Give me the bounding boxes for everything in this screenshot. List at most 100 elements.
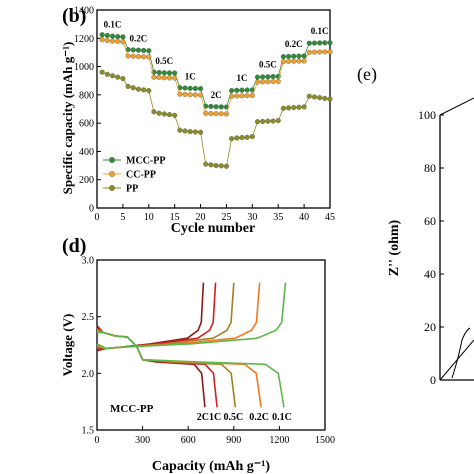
panel-d-rate-label: 0.5C [223,412,243,423]
panel-b-data-point [156,110,162,116]
panel-b-data-point [286,58,292,64]
panel-e-y-ticks: 0 20 40 60 80 100 [418,108,444,387]
panel-b-data-point [203,110,209,116]
panel-b-data-point [229,136,235,142]
panel-b-data-point [244,87,250,93]
panel-b-data-point [151,74,157,80]
panel-b-y-tick-label: 1000 [74,62,94,73]
panel-b-data-point [254,74,261,80]
panel-d-rate-label: 2C [197,412,209,423]
panel-b-data-point [244,93,250,99]
panel-b-data-point [182,128,188,134]
panel-d-y-tick-label: 1.5 [82,426,95,437]
panel-d-x-tick-label: 900 [226,435,241,446]
panel-b-data-point [172,75,178,81]
panel-b-data-point [275,78,281,84]
panel-b-y-tick-label: 1200 [74,34,94,45]
panel-b-x-tick-label: 25 [221,212,231,223]
panel-b-rate-label: 2C [211,90,222,100]
panel-b-data-point [260,74,266,80]
panel-b-data-point [239,135,245,141]
panel-b-x-tick-label: 20 [196,212,206,223]
panel-d-y-ticks: 1.5 2.0 2.5 3.0 [82,256,101,437]
panel-b-data-point [265,74,271,80]
panel-b-legend-swatch-marker [109,171,115,177]
panel-b-legend: MCC-PP CC-PP PP [103,156,165,195]
panel-d-sample-annotation: MCC-PP [110,403,154,415]
panel-b-data-point [120,39,126,45]
panel-b-data-point [99,32,105,38]
panel-b-data-point [254,119,261,125]
panel-d-x-tick-label: 0 [95,435,100,446]
panel-b-data-point [317,49,323,55]
panel-b-data-point [234,93,240,99]
panel-b-data-point [198,129,204,135]
panel-b-data-point [286,53,292,59]
panel-b-data-point [229,88,235,94]
panel-b-data-point [234,87,240,93]
panel-d-x-tick-label: 600 [181,435,196,446]
panel-b-data-point [296,104,302,110]
panel-b-data-point [141,87,147,93]
panel-b-data-point [166,70,173,76]
panel-b-data-point [198,92,204,98]
panel-b-legend-swatch-marker [109,157,115,163]
panel-b-data-point [187,129,193,135]
panel-b-data-point [213,104,219,110]
panel-b-data-point [161,111,167,117]
panel-b-data-point [172,70,178,76]
panel-d-x-tick-label: 300 [135,435,150,446]
panel-b-data-point [280,105,286,111]
panel-e-y-tick-label: 20 [424,320,436,334]
panel-b-data-point [192,85,198,92]
panel-d-curves [96,282,287,408]
panel-d-charge-curve [96,282,287,350]
panel-d-rate-labels: 2C 1C 0.5C 0.2C 0.1C [197,412,292,423]
panel-d-charge-curve [96,282,261,350]
panel-b-y-tick-label: 400 [79,147,94,158]
panel-b-data-point [306,93,312,99]
panel-b-data-point [166,112,173,118]
panel-b-plot-frame [96,9,331,209]
panel-b-data-point [198,86,204,92]
panel-b-y-axis-label: Specific capacity (mAh g⁻¹) [60,42,75,195]
panel-b-data-point [249,134,255,140]
panel-d-x-tick-label: 1500 [315,435,335,446]
panel-b-x-tick-label: 10 [144,212,154,223]
panel-d-x-ticks: 0 300 600 900 1200 1500 [95,426,335,446]
panel-b-data-point [172,112,178,118]
panel-e-y-tick-label: 0 [430,373,436,387]
panel-b-data-point [275,118,281,124]
panel-d-y-tick-label: 2.5 [82,312,95,323]
panel-d-x-tick-label: 1200 [269,435,289,446]
panel-d-discharge-curve [97,331,285,408]
panel-b-data-point [229,93,235,99]
panel-b-data-point [265,118,271,124]
panel-b-legend-label: CC-PP [126,170,156,181]
panel-e-label: (e) [357,64,377,85]
panel-b-data-point [218,163,224,169]
panel-b-data-point [291,105,297,111]
panel-b-rate-label: 0.2C [130,33,148,43]
panel-b-legend-swatch-marker [109,185,115,191]
panel-b-data-point [327,40,333,46]
panel-b-data-point [130,53,136,59]
panel-b-data-point [239,93,245,99]
panel-b-data-point [104,71,110,77]
panel-b-legend-label: MCC-PP [126,156,165,167]
panel-b-data-point [146,54,152,60]
panel-e-depth-edge-top [439,97,474,116]
panel-b-x-tick-label: 5 [120,212,125,223]
panel-b-data-point [327,96,333,102]
panel-b-y-ticks: 0 200 400 600 800 1000 1200 1400 [74,6,101,215]
panel-e-y-tick-label: 40 [424,267,436,281]
panel-b-data-point [270,74,276,80]
panel-d-rate-label: 1C [209,412,221,423]
panel-e: (e) 0 20 40 60 80 100 Z'' (ohm) [357,64,474,387]
panel-b-x-tick-label: 35 [273,212,283,223]
panel-b-data-point [109,38,116,44]
panel-b-data-point [254,79,261,85]
panel-b-data-point [234,135,240,141]
panel-b-rate-label: 1C [185,71,196,81]
panel-b-data-point [218,111,224,117]
